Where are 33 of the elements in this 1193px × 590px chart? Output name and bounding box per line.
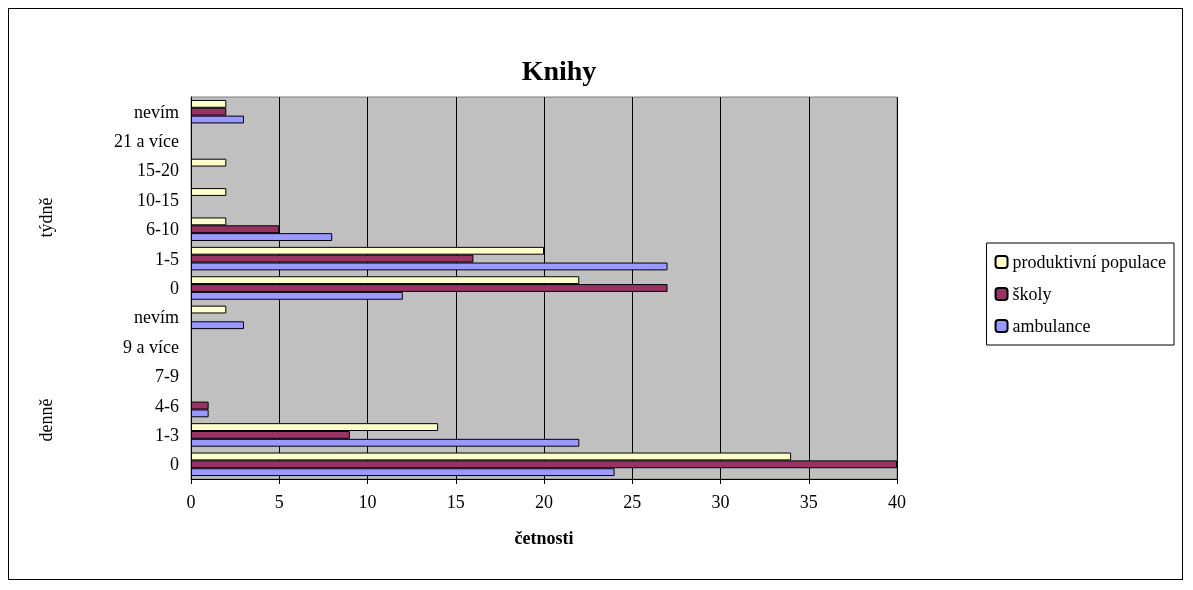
- x-tick-label: 30: [711, 492, 730, 512]
- x-tick-label: 20: [535, 492, 553, 512]
- x-axis-title: četnosti: [514, 528, 574, 548]
- y-tick-label: 0: [170, 278, 179, 298]
- y-tick-label: 9 a více: [123, 336, 180, 357]
- y-tick-label: 21 a více: [114, 131, 180, 152]
- y-tick-label: 0: [170, 454, 179, 475]
- bar: [191, 188, 227, 196]
- legend-label: produktivní populace: [1012, 252, 1167, 272]
- x-tick-label: 40: [888, 492, 906, 512]
- y-tick-label: 1-3: [155, 424, 179, 445]
- x-tick-label: 25: [623, 492, 642, 512]
- y-tick-label: nevím: [134, 101, 179, 122]
- y-tick-label: 10-15: [137, 189, 179, 210]
- y-tick-label: 7-9: [155, 366, 179, 387]
- bar: [191, 321, 244, 330]
- y-tick-label: nevím: [134, 307, 179, 328]
- chart-title: Knihy: [521, 54, 597, 86]
- x-tick-label: 10: [358, 492, 377, 512]
- y-tick-label: 6-10: [146, 219, 179, 240]
- y-tick-label: 15-20: [137, 160, 179, 181]
- x-tick-label: 35: [799, 492, 818, 512]
- x-tick-label: 15: [446, 492, 465, 512]
- legend-label: ambulance: [1012, 316, 1091, 336]
- text: týdně: [36, 197, 56, 238]
- text: denně: [36, 398, 56, 442]
- x-tick-label: 0: [186, 492, 196, 512]
- bar: [191, 158, 227, 167]
- y-tick-label: 4-6: [155, 395, 179, 416]
- bar: [191, 305, 227, 314]
- y-tick-label: 1-5: [155, 248, 179, 269]
- x-tick-label: 5: [274, 492, 284, 512]
- legend-label: školy: [1012, 284, 1052, 304]
